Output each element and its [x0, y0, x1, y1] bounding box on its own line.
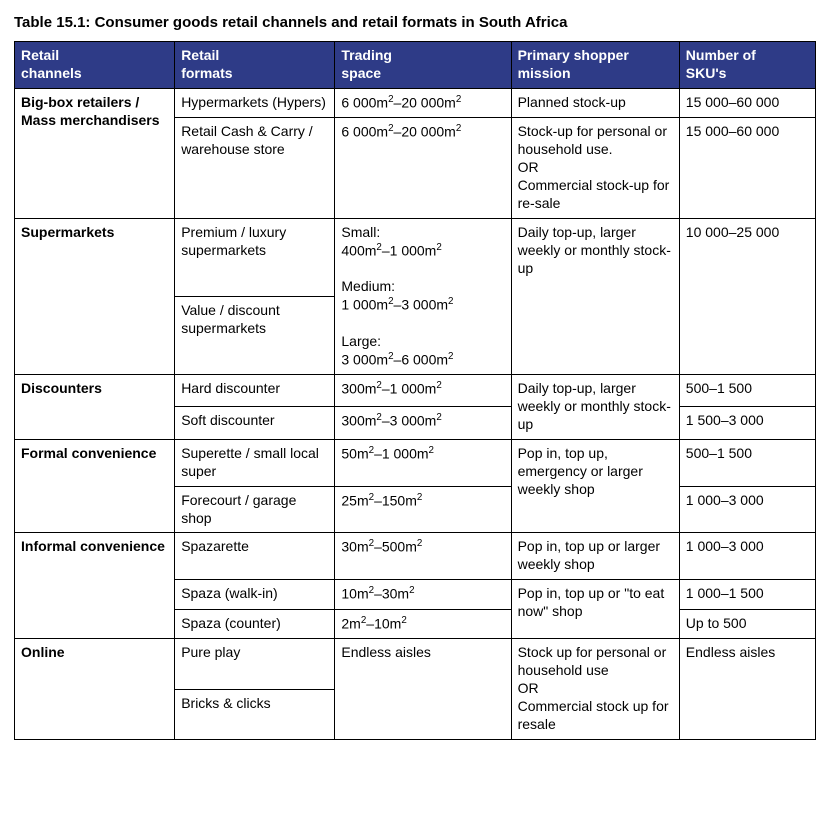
cell-format: Hard discounter: [175, 375, 335, 407]
cell-space: 50m2–1 000m2: [335, 439, 511, 486]
cell-mission: Daily top-up, larger weekly or monthly s…: [511, 375, 679, 440]
table-row: Online Pure play Endless aisles Stock up…: [15, 639, 816, 689]
cell-space: 10m2–30m2: [335, 580, 511, 610]
cell-mission: Stock-up for personal or household use.O…: [511, 118, 679, 219]
cell-sku: 15 000–60 000: [679, 88, 815, 118]
cell-format: Bricks & clicks: [175, 689, 335, 739]
cell-channel: Supermarkets: [15, 218, 175, 374]
cell-format: Retail Cash & Carry / warehouse store: [175, 118, 335, 219]
cell-sku: 1 000–1 500: [679, 580, 815, 610]
cell-space: 300m2–1 000m2: [335, 375, 511, 407]
cell-space: 30m2–500m2: [335, 533, 511, 580]
cell-channel: Formal convenience: [15, 439, 175, 533]
cell-channel: Informal convenience: [15, 533, 175, 639]
cell-mission: Pop in, top up or larger weekly shop: [511, 533, 679, 580]
table-row: Formal convenience Superette / small loc…: [15, 439, 816, 486]
cell-space: Endless aisles: [335, 639, 511, 740]
table-row: Discounters Hard discounter 300m2–1 000m…: [15, 375, 816, 407]
cell-format: Soft discounter: [175, 407, 335, 439]
cell-space: Small:400m2–1 000m2 Medium:1 000m2–3 000…: [335, 218, 511, 374]
cell-sku: Up to 500: [679, 609, 815, 639]
cell-space: 25m2–150m2: [335, 486, 511, 533]
col-trading-space: Tradingspace: [335, 42, 511, 89]
cell-format: Superette / small local super: [175, 439, 335, 486]
cell-format: Hypermarkets (Hypers): [175, 88, 335, 118]
cell-mission: Daily top-up, larger weekly or monthly s…: [511, 218, 679, 374]
cell-sku: 1 000–3 000: [679, 486, 815, 533]
cell-sku: Endless aisles: [679, 639, 815, 740]
cell-sku: 1 500–3 000: [679, 407, 815, 439]
cell-channel: Online: [15, 639, 175, 740]
header-row: Retailchannels Retailformats Tradingspac…: [15, 42, 816, 89]
cell-sku: 15 000–60 000: [679, 118, 815, 219]
cell-format: Forecourt / garage shop: [175, 486, 335, 533]
cell-channel: Discounters: [15, 375, 175, 440]
cell-sku: 10 000–25 000: [679, 218, 815, 374]
col-mission: Primary shoppermission: [511, 42, 679, 89]
cell-format: Value / discount supermarkets: [175, 297, 335, 375]
cell-space: 300m2–3 000m2: [335, 407, 511, 439]
table-row: Supermarkets Premium / luxury supermarke…: [15, 218, 816, 296]
cell-mission: Pop in, top up, emergency or larger week…: [511, 439, 679, 533]
cell-sku: 1 000–3 000: [679, 533, 815, 580]
cell-sku: 500–1 500: [679, 375, 815, 407]
col-formats: Retailformats: [175, 42, 335, 89]
cell-space: 6 000m2–20 000m2: [335, 118, 511, 219]
cell-space: 6 000m2–20 000m2: [335, 88, 511, 118]
table-title: Table 15.1: Consumer goods retail channe…: [14, 14, 816, 31]
cell-format: Spaza (walk-in): [175, 580, 335, 610]
cell-mission: Stock up for personal or household useOR…: [511, 639, 679, 740]
col-channels: Retailchannels: [15, 42, 175, 89]
cell-format: Pure play: [175, 639, 335, 689]
cell-space: 2m2–10m2: [335, 609, 511, 639]
table-row: Big-box retailers / Mass merchandisers H…: [15, 88, 816, 118]
cell-channel: Big-box retailers / Mass merchandisers: [15, 88, 175, 218]
cell-format: Spaza (counter): [175, 609, 335, 639]
cell-mission: Planned stock-up: [511, 88, 679, 118]
retail-table: Retailchannels Retailformats Tradingspac…: [14, 41, 816, 740]
table-row: Informal convenience Spazarette 30m2–500…: [15, 533, 816, 580]
cell-sku: 500–1 500: [679, 439, 815, 486]
cell-mission: Pop in, top up or "to eat now" shop: [511, 580, 679, 639]
cell-format: Spazarette: [175, 533, 335, 580]
col-skus: Number ofSKU's: [679, 42, 815, 89]
cell-format: Premium / luxury supermarkets: [175, 218, 335, 296]
